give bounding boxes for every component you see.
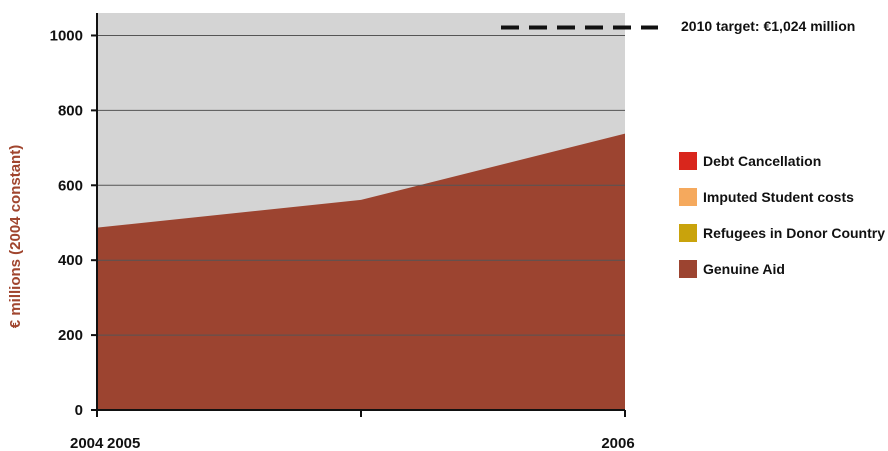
x-tick-label: 2006 xyxy=(601,435,634,451)
series-area-genuine-aid xyxy=(97,133,625,410)
legend-swatch xyxy=(679,224,697,242)
legend-label: Genuine Aid xyxy=(703,261,785,277)
legend-swatch xyxy=(679,260,697,278)
axes xyxy=(91,13,626,417)
tick-labels: 0 200 400 600 800 1000 2004 2005 2006 xyxy=(50,27,635,451)
gridlines-overlay xyxy=(97,34,625,336)
legend-item-imputed-student-costs: Imputed Student costs xyxy=(679,188,885,206)
y-tick-label: 600 xyxy=(58,177,83,194)
legend-label: Debt Cancellation xyxy=(703,153,822,169)
legend-item-refugees-in-donor-country: Refugees in Donor Country xyxy=(679,224,885,242)
legend-item-debt-cancellation: Debt Cancellation xyxy=(679,152,885,170)
y-tick-label: 1000 xyxy=(50,27,83,44)
legend-swatch xyxy=(679,188,697,206)
y-tick-label: 200 xyxy=(58,327,83,344)
legend-swatch xyxy=(679,152,697,170)
legend-item-genuine-aid: Genuine Aid xyxy=(679,260,885,278)
x-tick-label: 2005 xyxy=(107,435,140,451)
legend: Debt Cancellation Imputed Student costs … xyxy=(679,152,885,296)
legend-label: Imputed Student costs xyxy=(703,189,854,205)
series-layer xyxy=(97,133,625,410)
y-tick-label: 0 xyxy=(75,402,83,419)
target-label: 2010 target: €1,024 million xyxy=(681,18,856,34)
legend-label: Refugees in Donor Country xyxy=(703,225,886,241)
y-tick-label: 800 xyxy=(58,102,83,119)
y-axis-label: € millions (2004 constant) xyxy=(7,145,24,328)
x-tick-label: 2004 xyxy=(70,435,104,451)
y-tick-label: 400 xyxy=(58,252,83,269)
